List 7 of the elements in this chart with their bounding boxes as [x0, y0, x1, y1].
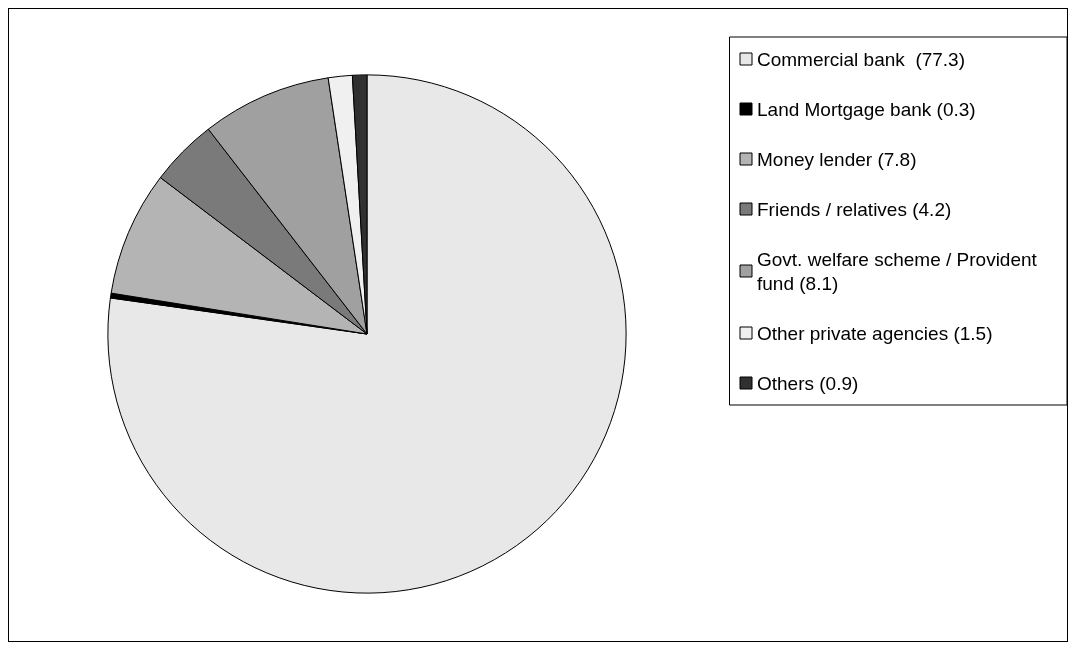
legend-label: Friends / relatives (4.2): [757, 198, 952, 220]
legend-label: Land Mortgage bank (0.3): [757, 98, 976, 120]
legend-label: Others (0.9): [757, 372, 859, 394]
legend-label: Govt. welfare scheme / Provident fund (8.1): [757, 248, 1043, 294]
legend-label: Money lender (7.8): [757, 148, 917, 170]
legend-label: Other private agencies (1.5): [757, 322, 993, 344]
legend-label: Commercial bank (77.3): [757, 48, 966, 70]
